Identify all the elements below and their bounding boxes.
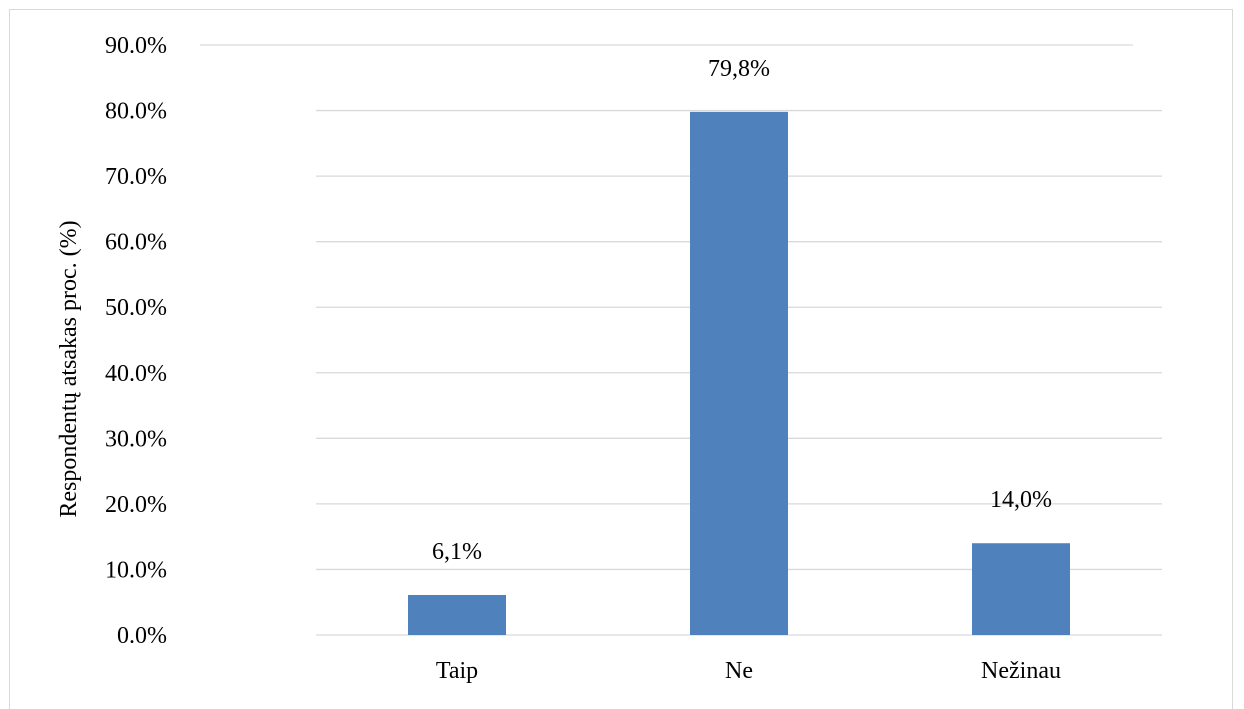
data-label: 14,0% [990, 487, 1052, 513]
y-axis-title: Respondentų atsakas proc. (%) [56, 220, 82, 517]
y-tick-label: 30.0% [105, 426, 167, 452]
bar-ne [690, 111, 788, 635]
bar-taip [408, 595, 506, 635]
y-tick-label: 10.0% [105, 557, 167, 583]
y-tick-label: 80.0% [105, 99, 167, 125]
y-tick-label: 0.0% [117, 623, 167, 649]
y-axis-ticks: 0.0% 10.0% 20.0% 30.0% 40.0% 50.0% 60.0% 70.0% 8… [105, 33, 167, 649]
y-tick-label: 40.0% [105, 361, 167, 387]
bars [408, 111, 1070, 635]
y-tick-label: 20.0% [105, 492, 167, 518]
x-tick-label: Taip [436, 658, 478, 684]
x-tick-label: Nežinau [981, 658, 1061, 684]
x-axis-ticks: Taip Ne Nežinau [436, 658, 1061, 684]
y-tick-label: 50.0% [105, 295, 167, 321]
y-tick-label: 60.0% [105, 230, 167, 256]
data-label: 79,8% [708, 56, 770, 82]
chart-frame [9, 9, 1233, 709]
y-tick-label: 70.0% [105, 164, 167, 190]
y-tick-label: 90.0% [105, 33, 167, 59]
data-labels: 6,1% 79,8% 14,0% [432, 56, 1052, 565]
bar-nežinau [972, 543, 1070, 635]
x-tick-label: Ne [725, 658, 753, 684]
data-label: 6,1% [432, 539, 482, 565]
